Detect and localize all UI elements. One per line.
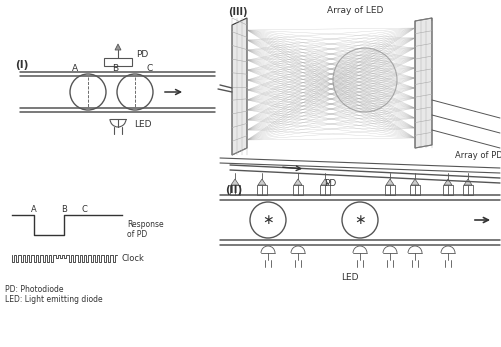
Bar	[230, 185, 240, 195]
Text: PD: Photodiode: PD: Photodiode	[5, 285, 64, 294]
Circle shape	[70, 74, 106, 110]
Circle shape	[117, 74, 153, 110]
Circle shape	[342, 202, 378, 238]
Circle shape	[250, 202, 286, 238]
Text: A: A	[31, 204, 37, 213]
Polygon shape	[232, 18, 247, 155]
Bar	[293, 185, 303, 195]
Polygon shape	[444, 179, 452, 185]
Polygon shape	[231, 179, 239, 185]
Text: LED: LED	[341, 273, 359, 282]
Bar	[104, 58, 132, 66]
Text: B: B	[112, 64, 118, 73]
Polygon shape	[386, 179, 394, 185]
Bar	[463, 185, 473, 195]
Text: Array of PD: Array of PD	[455, 151, 501, 160]
Bar	[320, 185, 330, 195]
Text: LED: Light emitting diode: LED: Light emitting diode	[5, 295, 103, 304]
Text: A: A	[72, 64, 78, 73]
Polygon shape	[115, 44, 121, 50]
Text: (III): (III)	[228, 7, 247, 17]
Bar	[257, 185, 267, 195]
Bar	[385, 185, 395, 195]
Text: LED: LED	[134, 119, 151, 128]
Text: C: C	[81, 204, 87, 213]
Polygon shape	[464, 179, 472, 185]
Polygon shape	[415, 18, 432, 148]
Text: ∗: ∗	[262, 213, 274, 227]
Text: ∗: ∗	[354, 213, 366, 227]
Text: Clock: Clock	[122, 254, 145, 263]
Text: Array of LED: Array of LED	[327, 6, 383, 15]
Text: PD: PD	[136, 50, 148, 59]
Circle shape	[333, 48, 397, 112]
Text: PD: PD	[324, 178, 336, 187]
Polygon shape	[411, 179, 419, 185]
Text: (II): (II)	[225, 185, 242, 195]
Text: Response
of PD: Response of PD	[127, 220, 164, 239]
Text: (I): (I)	[15, 60, 29, 70]
Bar	[410, 185, 420, 195]
Text: B: B	[61, 204, 67, 213]
Bar	[443, 185, 453, 195]
Polygon shape	[258, 179, 266, 185]
Text: C: C	[147, 64, 153, 73]
Polygon shape	[321, 179, 329, 185]
Polygon shape	[294, 179, 302, 185]
